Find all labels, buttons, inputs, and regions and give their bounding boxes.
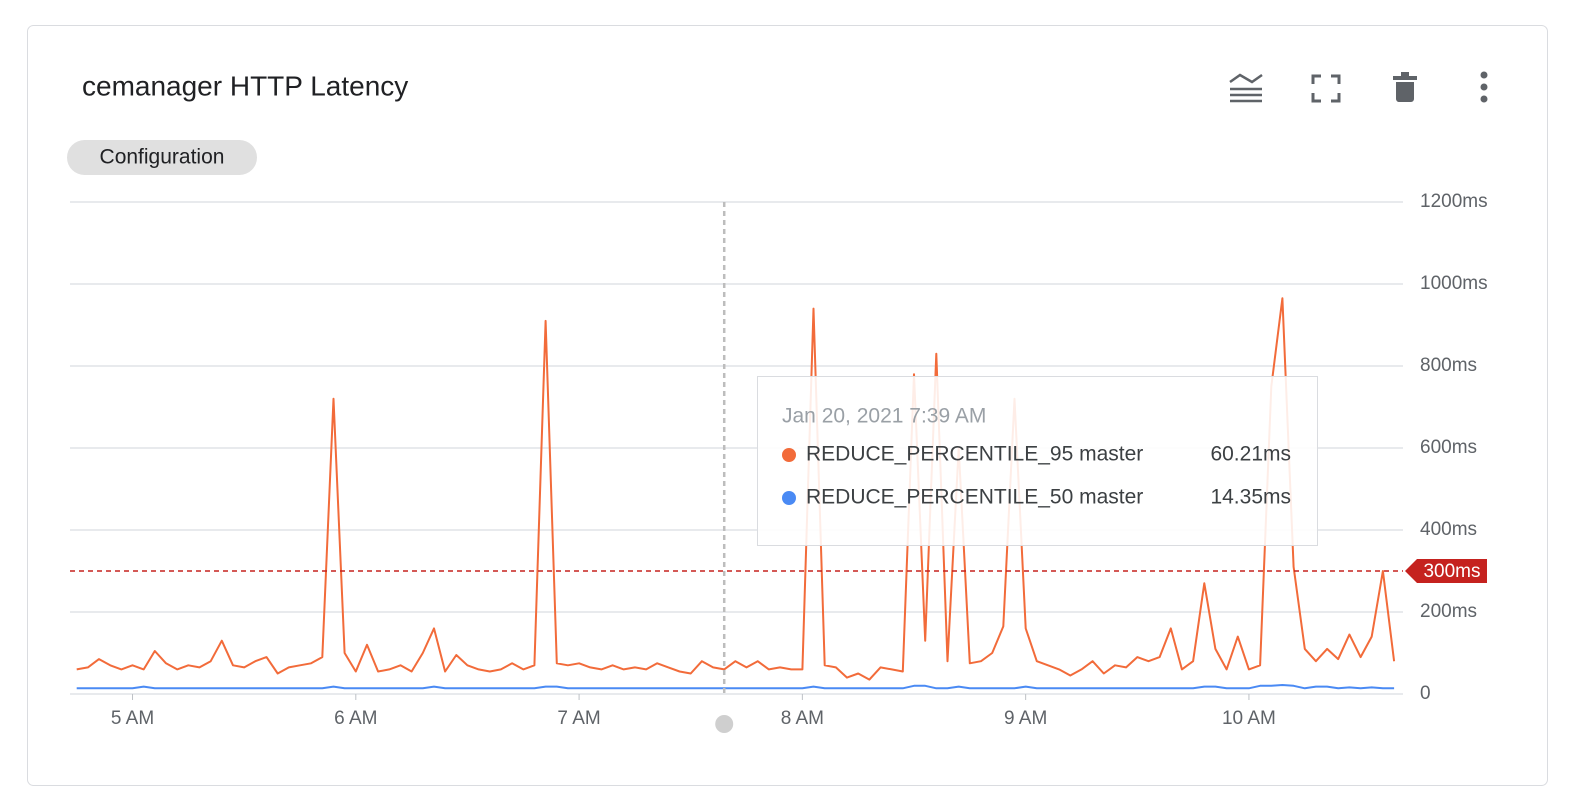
tooltip-series-name: REDUCE_PERCENTILE_50 master (806, 486, 1143, 509)
x-tick-label: 7 AM (557, 708, 600, 729)
y-tick-label: 400ms (1420, 519, 1477, 540)
configuration-chip[interactable]: Configuration (67, 140, 257, 175)
delete-icon[interactable] (1393, 72, 1417, 102)
y-tick-label: 800ms (1420, 355, 1477, 376)
y-tick-label: 1200ms (1420, 191, 1488, 212)
threshold-tag (1405, 559, 1487, 583)
series-line (76, 297, 1396, 681)
tooltip-value: 60.21ms (1210, 443, 1291, 466)
more-icon[interactable] (1480, 71, 1488, 103)
fullscreen-icon[interactable] (1311, 74, 1341, 103)
threshold-label: 300ms (1423, 561, 1480, 582)
tooltip-value: 14.35ms (1210, 486, 1291, 509)
card-title: cemanager HTTP Latency (82, 70, 408, 101)
x-tick-label: 8 AM (781, 708, 824, 729)
y-tick-label: 200ms (1420, 601, 1477, 622)
y-tick-label: 1000ms (1420, 273, 1488, 294)
x-tick-label: 10 AM (1222, 708, 1276, 729)
chip-background (67, 140, 257, 175)
y-tick-label: 600ms (1420, 437, 1477, 458)
tooltip-dot (782, 448, 796, 462)
tooltip-box (757, 376, 1318, 546)
tooltip-dot (782, 491, 796, 505)
x-tick-label: 5 AM (111, 708, 154, 729)
y-tick-label: 0 (1420, 683, 1431, 704)
chip-label: Configuration (100, 146, 225, 169)
plot: 0 200ms 400ms 600ms 800ms 1000ms 1200ms 5 AM 6 A… (70, 191, 1488, 733)
tooltip-title: Jan 20, 2021 7:39 AM (782, 405, 986, 428)
series-line (76, 684, 1395, 690)
x-tick-label: 9 AM (1004, 708, 1047, 729)
legend-toggle-icon[interactable] (1229, 73, 1263, 103)
x-tick-label: 6 AM (334, 708, 377, 729)
cursor-handle (715, 715, 734, 733)
tooltip-series-name: REDUCE_PERCENTILE_95 master (806, 443, 1143, 466)
